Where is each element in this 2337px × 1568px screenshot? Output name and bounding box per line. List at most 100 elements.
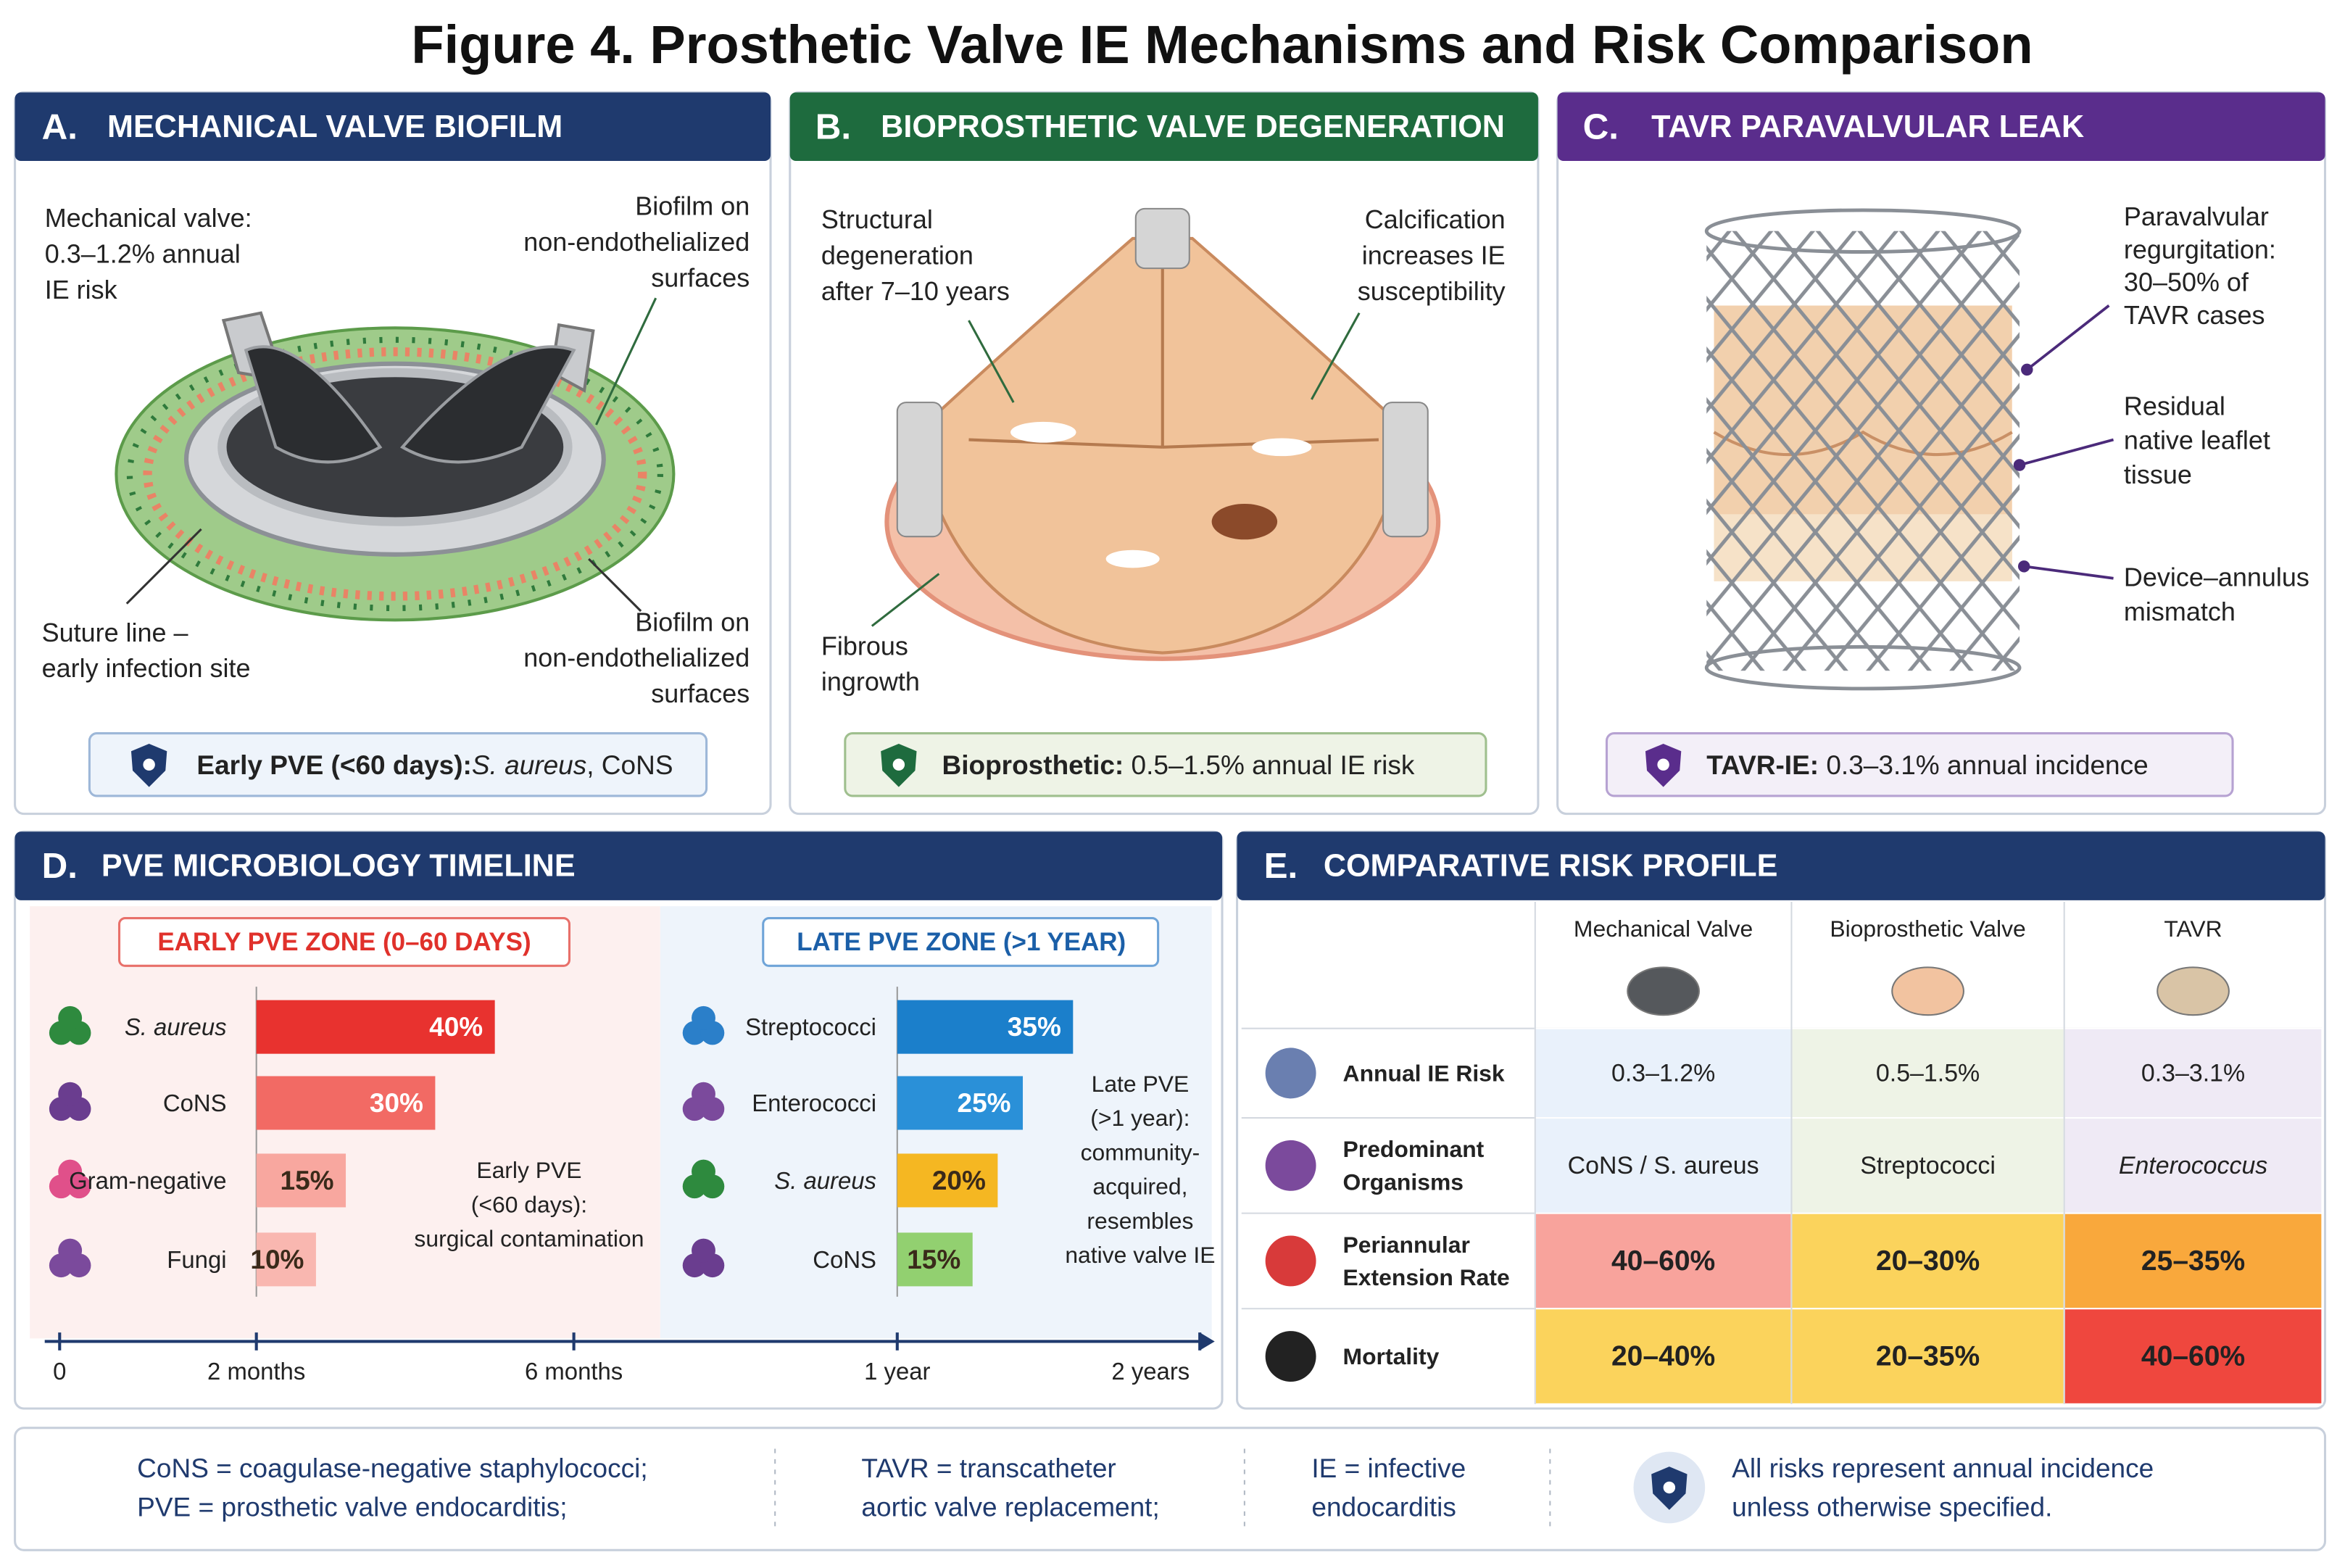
panel-title: COMPARATIVE RISK PROFILE — [1324, 849, 1778, 884]
footer-note-line: All risks represent annual incidence — [1732, 1453, 2154, 1483]
illustration-shape — [143, 347, 647, 601]
footer-note-line: IE = infective — [1311, 1453, 1466, 1483]
badge-text: TAVR-IE: 0.3–3.1% annual incidence — [1706, 750, 2148, 779]
organism-icon — [692, 1082, 715, 1106]
table-cell — [1534, 1027, 1793, 1119]
badge-rest: 0.5–1.5% annual IE risk — [1124, 750, 1415, 779]
footer-note: IE = infective endocarditis — [1311, 1453, 1466, 1522]
footer-note-line: PVE = prosthetic valve endocarditis; — [137, 1492, 567, 1522]
badge-text: Bioprosthetic: 0.5–1.5% annual IE risk — [942, 750, 1414, 779]
panel-title: TAVR PARAVALVULAR LEAK — [1651, 109, 2084, 144]
callout-line: Biofilm on — [635, 191, 750, 220]
bar-value-label: 10% — [250, 1245, 304, 1274]
callout-line: Biofilm on — [635, 607, 750, 636]
callout-line: Structural — [821, 204, 933, 234]
panel-header — [1557, 92, 2325, 162]
footer-note-line: CoNS = coagulase-negative staphylococci; — [137, 1453, 647, 1483]
badge-bold: TAVR-IE: — [1706, 750, 1819, 779]
timeline-label: 1 year — [864, 1358, 930, 1385]
cell-value: 0.3–1.2% — [1611, 1059, 1715, 1087]
organism-icon — [692, 1005, 715, 1030]
panel-title: PVE MICROBIOLOGY TIMELINE — [101, 849, 576, 884]
callout: Biofilm on non-endothelialized surfaces — [523, 191, 750, 292]
callout: Paravalvular regurgitation: 30–50% of TAVR … — [2124, 202, 2276, 330]
footer-note-line: aortic valve replacement; — [861, 1492, 1159, 1522]
row-icon — [1265, 1235, 1316, 1287]
bar — [897, 1076, 1024, 1130]
bar-value-label: 30% — [370, 1088, 423, 1118]
zone-note-line: acquired, — [1092, 1174, 1187, 1200]
zone-note-line: resembles — [1087, 1208, 1193, 1234]
panel-letter: E. — [1264, 846, 1298, 886]
leader-line — [2023, 565, 2114, 580]
bar — [256, 1000, 495, 1054]
callout-line: native leaflet — [2124, 425, 2270, 455]
badge-rest: 0.3–3.1% annual incidence — [1819, 750, 2149, 779]
bar — [256, 1076, 436, 1130]
leader-line — [1311, 312, 1361, 400]
callout-line: ingrowth — [821, 666, 920, 696]
shield-star — [1663, 1481, 1676, 1494]
table-cell — [1790, 1308, 2065, 1405]
row-label-line: Organisms — [1343, 1169, 1464, 1195]
figure-title: Figure 4. Prosthetic Valve IE Mechanisms… — [411, 14, 2033, 75]
panel-b: B. BIOPROSTHETIC VALVE DEGENERATION — [789, 91, 1540, 816]
zone-box — [762, 917, 1160, 967]
leader-dot — [2013, 459, 2026, 471]
callout-line: surfaces — [651, 679, 750, 708]
row-label-line: Extension Rate — [1343, 1264, 1510, 1290]
footer-note-line: TAVR = transcatheter — [861, 1453, 1116, 1483]
zone-label: LATE PVE ZONE (>1 YEAR) — [797, 928, 1126, 956]
table-cell — [1534, 1212, 1793, 1310]
illustration-shape — [126, 336, 663, 611]
badge-box — [88, 732, 708, 797]
cell-value: 25–35% — [2141, 1245, 2245, 1277]
zone-note-line: (>1 year): — [1090, 1105, 1190, 1131]
zone-note-line: Early PVE — [476, 1157, 581, 1183]
timeline-label: 6 months — [525, 1358, 623, 1385]
row-label-line: Predominant — [1343, 1136, 1485, 1162]
callout: Biofilm on non-endothelialized surfaces — [523, 607, 750, 708]
leader-dot — [2021, 363, 2033, 376]
callout-line: regurgitation: — [2124, 234, 2276, 264]
illustration-shape — [244, 345, 383, 464]
illustration-shape — [1134, 207, 1190, 270]
organism-name: CoNS — [813, 1246, 876, 1273]
callout-line: non-endothelialized — [523, 227, 750, 257]
cell-value: CoNS / S. aureus — [1568, 1152, 1759, 1179]
row-label-line: Periannular — [1343, 1232, 1470, 1258]
organism-icon — [692, 1238, 715, 1263]
leader-dot — [2017, 560, 2030, 573]
table-cell — [1534, 1117, 1793, 1214]
panel-letter: A. — [42, 107, 78, 146]
column-icon — [2157, 966, 2230, 1016]
callout: Calcification increases IE susceptibility — [1358, 204, 1506, 306]
panel-header — [14, 92, 771, 162]
footer-frame — [14, 1427, 2327, 1551]
panel-d: D. PVE MICROBIOLOGY TIMELINE EARLY PVE Z… — [14, 830, 1224, 1410]
callout-line: Mechanical valve: — [45, 203, 252, 233]
column-header: TAVR — [2164, 916, 2222, 942]
bar-value-label: 25% — [958, 1088, 1011, 1118]
zone-note-line: native valve IE — [1065, 1242, 1215, 1268]
bar — [256, 1232, 316, 1287]
timeline-label: 0 — [53, 1358, 66, 1385]
callout-line: after 7–10 years — [821, 275, 1010, 305]
leader-line — [595, 297, 657, 426]
shield-star — [143, 758, 155, 771]
zone-box — [117, 917, 570, 967]
cell-value: 20–40% — [1611, 1341, 1715, 1372]
footer-note: TAVR = transcatheter aortic valve replace… — [861, 1453, 1159, 1522]
panel-letter: C. — [1583, 107, 1619, 146]
callout-line: Calcification — [1365, 204, 1506, 234]
cell-value: Enterococcus — [2119, 1152, 2267, 1179]
callout-line: Residual — [2124, 391, 2225, 420]
panel-header — [14, 831, 1223, 900]
timeline-label: 2 months — [207, 1358, 305, 1385]
leader-line — [2026, 304, 2110, 371]
bar — [897, 1232, 973, 1287]
callout: Suture line – early infection site — [42, 617, 251, 682]
illustration-shape — [1704, 208, 2022, 254]
panel-letter: D. — [42, 846, 78, 886]
